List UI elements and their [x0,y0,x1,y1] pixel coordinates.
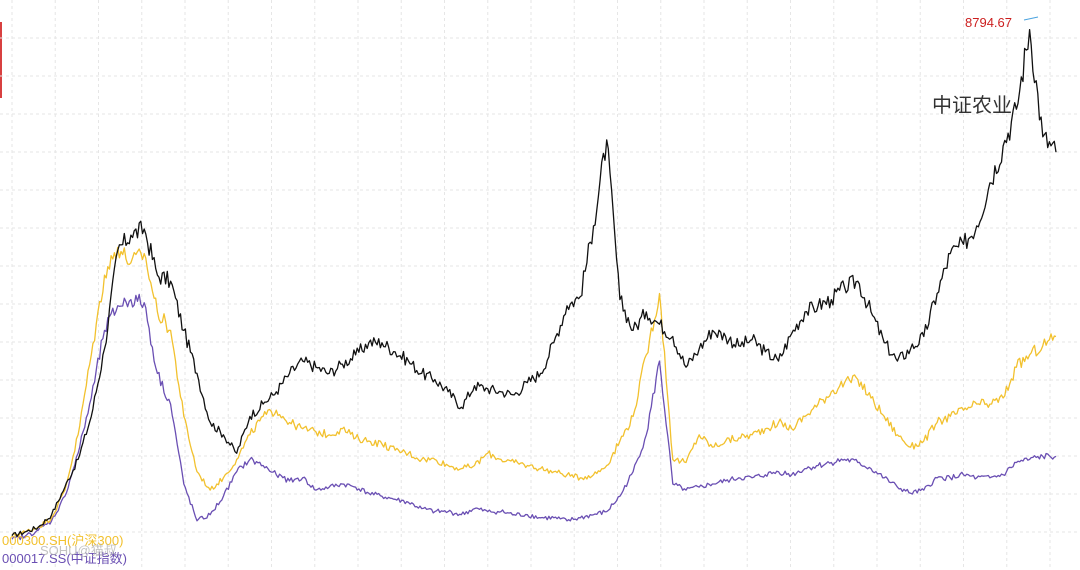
series-line-2 [11,293,1057,541]
series-line-1 [11,246,1057,537]
annotations: 8794.67 中证农业 [932,15,1039,117]
max-value-leader-line [1023,16,1039,21]
legend-entry-zzzs: 000017.SS(中证指数) [2,551,127,566]
series-title-label: 中证农业 [932,94,1012,117]
series-line-0 [11,28,1057,537]
series-lines [11,28,1057,541]
legend: 000300.SH(沪深300) 000017.SS(中证指数) SOHU@猫叔 [2,533,127,566]
max-value-label: 8794.67 [965,15,1012,30]
watermark-text: SOHU@猫叔 [40,543,117,558]
legend-entry-hs300: 000300.SH(沪深300) [2,533,123,548]
left-accent-bar [0,22,2,98]
